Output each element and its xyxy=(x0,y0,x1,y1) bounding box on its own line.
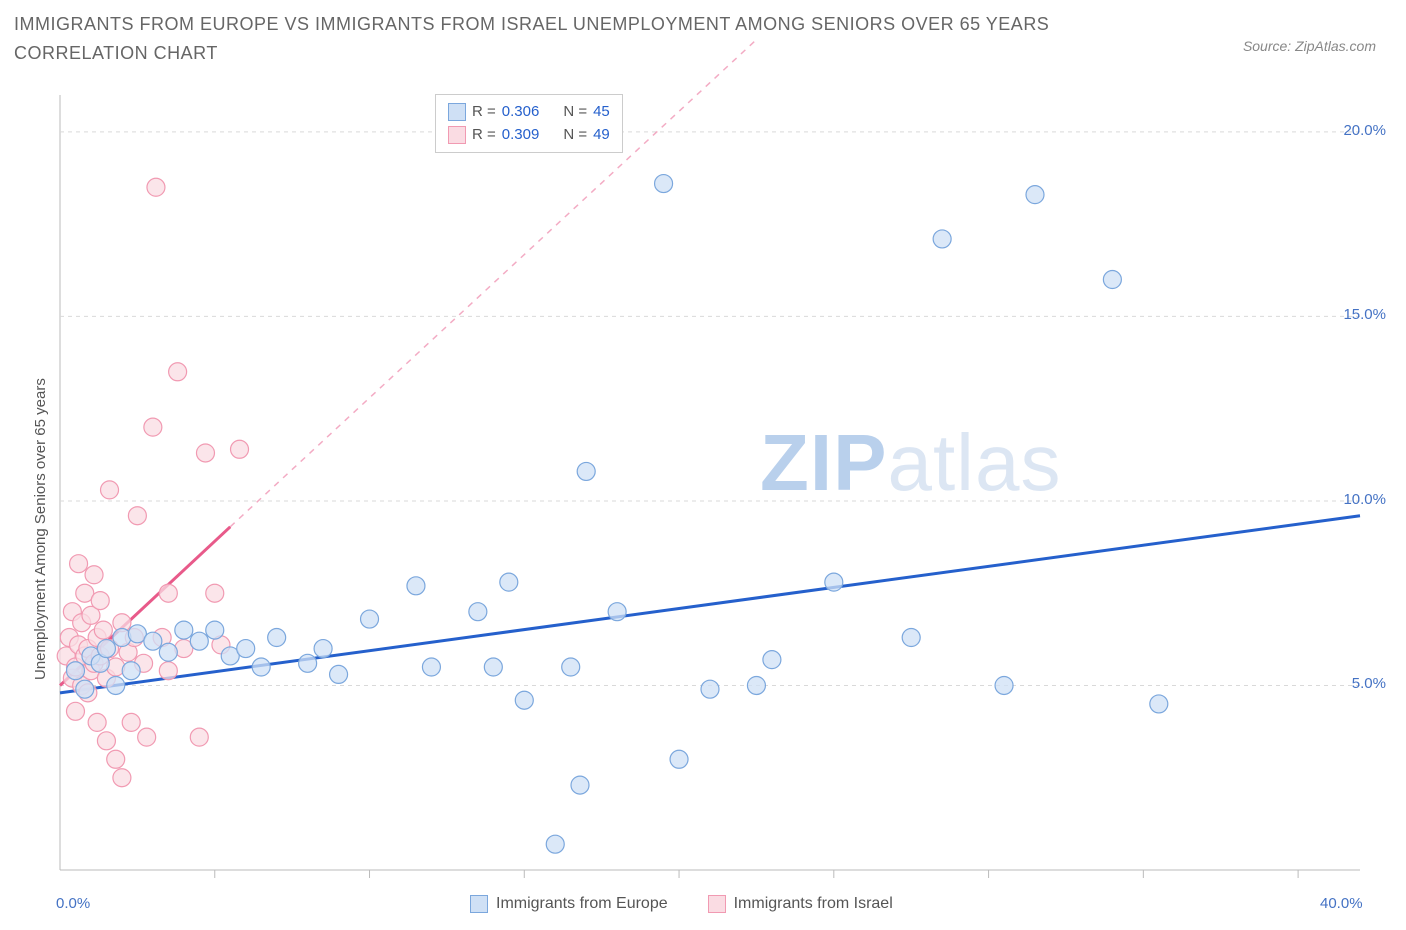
y-tick-label: 5.0% xyxy=(1352,675,1386,692)
r-value-israel: 0.309 xyxy=(502,124,540,147)
y-tick-label: 20.0% xyxy=(1343,122,1386,139)
series-legend: Immigrants from Europe Immigrants from I… xyxy=(470,895,893,913)
correlation-legend: R = 0.306 N = 45 R = 0.309 N = 49 xyxy=(435,94,623,153)
n-label: N = xyxy=(563,124,587,147)
y-tick-label: 15.0% xyxy=(1343,306,1386,323)
n-value-europe: 45 xyxy=(593,101,610,124)
legend-label-israel: Immigrants from Israel xyxy=(734,895,893,913)
r-label: R = xyxy=(472,101,496,124)
watermark: ZIPatlas xyxy=(760,418,1061,507)
n-label: N = xyxy=(563,101,587,124)
swatch-europe xyxy=(470,895,488,913)
legend-item-israel: Immigrants from Israel xyxy=(708,895,893,913)
n-value-israel: 49 xyxy=(593,124,610,147)
legend-row-israel: R = 0.309 N = 49 xyxy=(448,124,610,147)
legend-item-europe: Immigrants from Europe xyxy=(470,895,668,913)
swatch-europe xyxy=(448,103,466,121)
x-tick-max: 40.0% xyxy=(1320,895,1363,912)
swatch-israel xyxy=(448,126,466,144)
legend-row-europe: R = 0.306 N = 45 xyxy=(448,101,610,124)
x-tick-min: 0.0% xyxy=(56,895,90,912)
r-label: R = xyxy=(472,124,496,147)
scatter-plot: ZIPatlas xyxy=(0,0,1406,930)
legend-label-europe: Immigrants from Europe xyxy=(496,895,668,913)
r-value-europe: 0.306 xyxy=(502,101,540,124)
y-tick-label: 10.0% xyxy=(1343,491,1386,508)
swatch-israel xyxy=(708,895,726,913)
